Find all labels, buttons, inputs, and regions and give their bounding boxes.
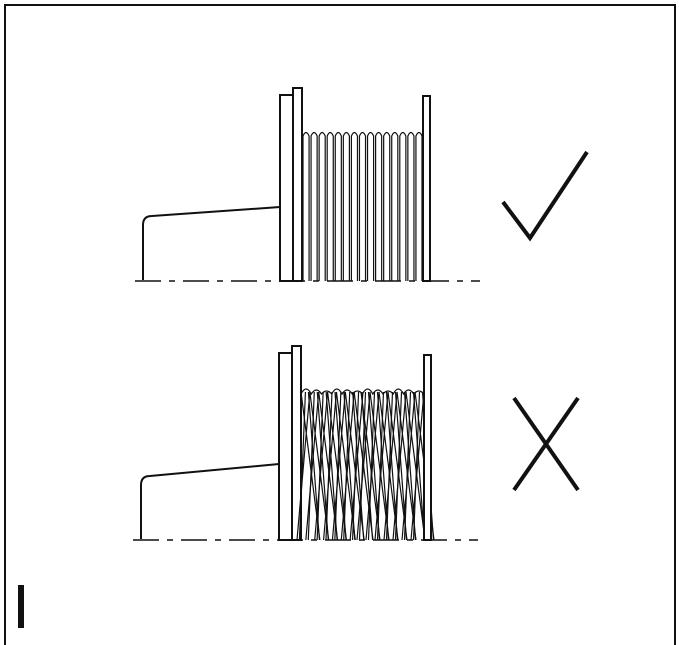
coil-turn — [318, 131, 326, 281]
coil-turn — [391, 131, 399, 281]
coil-turn — [375, 131, 383, 281]
panel-correct-winding — [135, 87, 480, 282]
coil-turn — [415, 131, 423, 281]
spool-flange-inner — [292, 87, 303, 282]
coil-turn — [366, 131, 375, 281]
coil-turn — [399, 131, 407, 281]
bar-marker-icon — [18, 585, 24, 628]
spool-flange-outer — [279, 94, 294, 282]
coil-turn — [350, 131, 359, 281]
crossed-coils — [296, 388, 435, 541]
coil-strand — [351, 391, 374, 541]
coil-turn — [310, 131, 318, 281]
coil-turn — [334, 131, 342, 281]
spool-flange-outer — [278, 352, 293, 541]
even-coils — [302, 131, 423, 281]
spool-flange-inner — [291, 345, 302, 541]
coil-turn — [326, 131, 334, 281]
panel-incorrect-winding — [133, 345, 478, 541]
cross-mark-icon — [512, 396, 580, 492]
spool-flange-right — [422, 95, 431, 282]
coil-turn — [302, 131, 310, 281]
coil-strand — [403, 391, 426, 541]
figure-border — [4, 4, 676, 645]
coil-turn — [383, 131, 391, 281]
spool-shaft — [140, 463, 280, 539]
coil-turn — [407, 131, 415, 281]
spool-shaft — [142, 206, 281, 280]
coil-turn — [342, 131, 350, 281]
coil-strand — [343, 391, 365, 541]
spool-flange-right — [423, 354, 432, 541]
check-mark-icon — [501, 150, 589, 242]
coil-turn — [358, 131, 367, 281]
